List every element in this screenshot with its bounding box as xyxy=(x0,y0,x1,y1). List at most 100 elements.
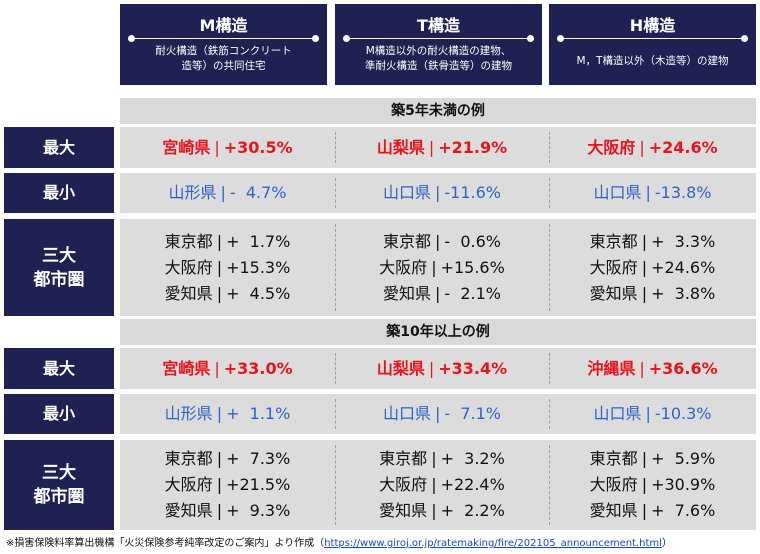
separator: | xyxy=(641,257,648,277)
prefecture-name: 山口県 xyxy=(593,404,642,423)
footnote: ※損害保険料率算出機構「火災保険参考純率改定のご案内」より作成（https://… xyxy=(6,538,672,549)
prefecture-name: 山梨県 xyxy=(376,358,425,378)
rate-value: + 7.3% xyxy=(226,449,291,468)
table-cell: 東京都 | - 0.6% 大阪府 | +15.6% 愛知県 | - 2.1% xyxy=(335,219,549,316)
column-divider xyxy=(549,353,550,384)
table-cell: 山口県 | -11.6% xyxy=(335,173,549,213)
prefecture-name: 宮崎県 xyxy=(162,137,211,157)
separator: | xyxy=(641,501,648,520)
value-entry: 愛知県 | + 7.6% xyxy=(590,498,716,524)
column-divider xyxy=(335,224,336,311)
row-label-metro: 三大 都市圏 xyxy=(4,219,114,316)
rate-value: - 4.7% xyxy=(229,183,287,202)
value-entry: 山口県 | -10.3% xyxy=(593,401,711,427)
column-divider xyxy=(335,399,336,429)
rate-value: + 3.2% xyxy=(440,449,505,468)
column-header-h: H構造 M，T構造以外（木造等）の建物 xyxy=(549,4,756,85)
separator: | xyxy=(428,137,435,157)
prefecture-name: 山梨県 xyxy=(376,137,425,157)
separator: | xyxy=(216,231,223,251)
separator: | xyxy=(435,183,441,202)
separator: | xyxy=(216,404,223,423)
rate-value: +24.6% xyxy=(651,257,716,277)
prefecture-name: 東京都 xyxy=(589,449,638,468)
table-cell: 東京都 | + 7.3% 大阪府 | +21.5% 愛知県 | + 9.3% xyxy=(120,440,335,530)
prefecture-name: 大阪府 xyxy=(164,475,213,494)
column-title: H構造 xyxy=(629,16,676,35)
value-entry: 大阪府 | +30.9% xyxy=(590,472,716,498)
prefecture-name: 東京都 xyxy=(379,449,428,468)
value-entry: 大阪府 | +24.6% xyxy=(587,135,717,161)
prefecture-name: 愛知県 xyxy=(383,283,432,303)
value-entry: 東京都 | + 3.2% xyxy=(379,446,505,472)
table-cell: 東京都 | + 3.2% 大阪府 | +22.4% 愛知県 | + 2.2% xyxy=(335,440,549,530)
prefecture-name: 愛知県 xyxy=(164,501,213,520)
table-cell: 沖縄県 | +36.6% xyxy=(549,348,756,389)
prefecture-name: 大阪府 xyxy=(164,257,213,277)
rate-value: -13.8% xyxy=(654,183,712,202)
row-background xyxy=(120,173,756,213)
row-background xyxy=(120,440,756,530)
prefecture-name: 東京都 xyxy=(164,449,213,468)
section-title: 築5年未満の例 xyxy=(120,98,756,124)
row-background xyxy=(120,127,756,168)
rate-value: - 2.1% xyxy=(444,283,501,303)
rate-value: +30.9% xyxy=(651,475,716,494)
rate-value: - 7.1% xyxy=(444,404,501,423)
separator: | xyxy=(645,404,651,423)
table-cell: 山口県 | - 7.1% xyxy=(335,394,549,434)
value-entry: 大阪府 | +15.6% xyxy=(379,255,505,281)
separator: | xyxy=(641,449,648,468)
value-entry: 山形県 | - 4.7% xyxy=(169,180,287,206)
table-cell: 山形県 | + 1.1% xyxy=(120,394,335,434)
prefecture-name: 山形県 xyxy=(168,183,217,202)
value-entry: 山口県 | - 7.1% xyxy=(383,401,501,427)
value-entry: 愛知県 | + 4.5% xyxy=(165,281,291,307)
value-entry: 愛知県 | - 2.1% xyxy=(383,281,501,307)
row-label-metro: 三大 都市圏 xyxy=(4,440,114,530)
prefecture-name: 大阪府 xyxy=(379,475,428,494)
rate-value: +36.6% xyxy=(648,358,718,378)
value-entry: 沖縄県 | +36.6% xyxy=(587,356,717,382)
prefecture-name: 宮崎県 xyxy=(162,358,211,378)
value-entry: 山口県 | -11.6% xyxy=(383,180,501,206)
value-entry: 東京都 | + 5.9% xyxy=(590,446,716,472)
value-entry: 宮崎県 | +33.0% xyxy=(162,356,292,382)
prefecture-name: 山形県 xyxy=(164,404,213,423)
column-description: M構造以外の耐火構造の建物、 準耐火構造（鉄骨造等）の建物 xyxy=(365,45,512,72)
row-label-line: 三大 xyxy=(42,463,76,483)
prefecture-name: 愛知県 xyxy=(164,283,213,303)
header-divider xyxy=(128,35,319,42)
prefecture-name: 愛知県 xyxy=(589,501,638,520)
source-link[interactable]: https://www.giroj.or.jp/ratemaking/fire/… xyxy=(324,538,662,549)
prefecture-name: 大阪府 xyxy=(589,475,638,494)
row-label-max: 最大 xyxy=(4,348,114,389)
separator: | xyxy=(216,257,223,277)
column-divider xyxy=(549,445,550,525)
table-cell: 東京都 | + 3.3% 大阪府 | +24.6% 愛知県 | + 3.8% xyxy=(549,219,756,316)
column-divider xyxy=(549,224,550,311)
column-title: M構造 xyxy=(199,16,248,35)
row-background xyxy=(120,219,756,316)
rate-value: +21.9% xyxy=(438,137,508,157)
column-divider xyxy=(335,353,336,384)
value-entry: 大阪府 | +15.3% xyxy=(165,255,291,281)
value-entry: 大阪府 | +24.6% xyxy=(590,255,716,281)
column-description: 耐火構造（鉄筋コンクリート 造等）の共同住宅 xyxy=(155,45,292,72)
column-header-m: M構造 耐火構造（鉄筋コンクリート 造等）の共同住宅 xyxy=(120,4,327,85)
rate-value: + 9.3% xyxy=(226,501,291,520)
value-entry: 宮崎県 | +30.5% xyxy=(162,135,292,161)
value-entry: 愛知県 | + 2.2% xyxy=(379,498,505,524)
value-entry: 大阪府 | +21.5% xyxy=(165,472,291,498)
value-entry: 愛知県 | + 3.8% xyxy=(590,281,716,307)
rate-value: +33.0% xyxy=(223,358,293,378)
separator: | xyxy=(435,404,441,423)
rate-value: + 3.8% xyxy=(651,283,716,303)
prefecture-name: 大阪府 xyxy=(379,257,428,277)
value-entry: 山梨県 | +33.4% xyxy=(377,356,507,382)
rate-value: + 7.6% xyxy=(651,501,716,520)
column-divider xyxy=(335,178,336,208)
separator: | xyxy=(431,501,437,520)
rate-value: -11.6% xyxy=(444,183,501,202)
table-cell: 山口県 | -10.3% xyxy=(549,394,756,434)
